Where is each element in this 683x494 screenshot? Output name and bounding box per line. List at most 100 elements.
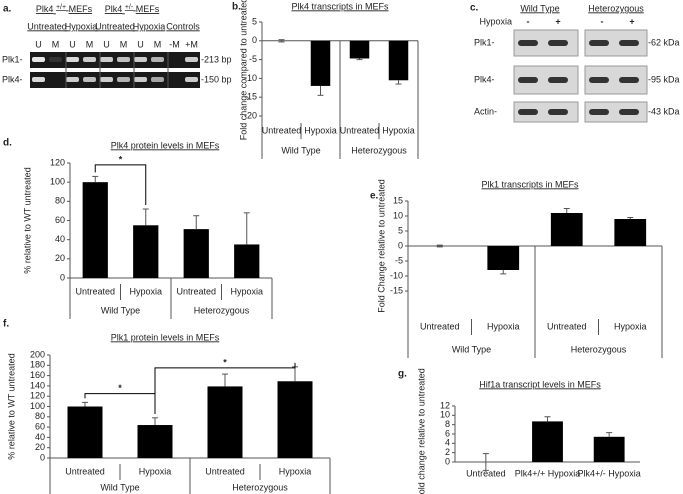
y-tick-label: 80 [55, 196, 65, 206]
band [49, 57, 62, 62]
y-tick-label: 0 [445, 456, 450, 466]
y-tick-label: 80 [35, 411, 45, 421]
panel-label: a. [3, 4, 12, 15]
y-tick-label: 4 [445, 438, 450, 448]
y-tick-label: 0 [398, 240, 403, 250]
bar [487, 246, 520, 270]
x-tick-label: Untreated [420, 321, 460, 331]
y-tick-label: 20 [55, 253, 65, 263]
blot [584, 101, 648, 123]
size-label: -213 bp [201, 54, 232, 64]
chart-title: Plk4 protein levels in MEFs [111, 140, 220, 150]
y-tick-label: -20 [244, 110, 257, 120]
lane-label: + [555, 16, 560, 26]
bar [310, 40, 331, 86]
lane-label: U [103, 39, 110, 49]
group-label: Heterozygous [351, 145, 407, 155]
suffix: MEFs [136, 4, 160, 14]
x-tick-label: Hypoxia [382, 125, 415, 135]
blot-band [619, 40, 639, 46]
band [185, 57, 198, 62]
band [100, 77, 113, 82]
band [32, 57, 45, 62]
y-tick-label: 2 [445, 447, 450, 457]
x-tick-label: Untreated [466, 468, 506, 478]
panel-label: f. [3, 319, 9, 330]
y-tick-label: 20 [35, 442, 45, 452]
size-label: -62 kDa [648, 37, 680, 47]
blot-c: c. Wild Type Heterozygous Hypoxia - + - … [470, 3, 680, 123]
size-label: -150 bp [201, 74, 232, 84]
band [83, 57, 96, 62]
band [66, 77, 79, 82]
y-tick-label: 180 [30, 360, 45, 370]
blot-band [548, 40, 568, 46]
x-tick-label: Untreated [176, 286, 216, 296]
bar [67, 406, 103, 458]
lane-label: -M [169, 39, 180, 49]
lane-label: +M [185, 39, 198, 49]
y-tick-label: -10 [244, 73, 257, 83]
y-tick-label: 0 [252, 35, 257, 45]
blot-band [548, 77, 568, 83]
bar [207, 386, 243, 458]
x-tick-label: Untreated [340, 125, 380, 135]
bar [532, 421, 563, 462]
y-axis-label: Fold change compared to untreated [238, 0, 248, 140]
size-label: -95 kDa [648, 74, 680, 84]
lane-label: - [527, 16, 530, 26]
y-tick-label: 12 [440, 400, 450, 410]
blot-group: Wild Type [520, 3, 559, 13]
y-tick-label: -15 [244, 92, 257, 102]
band [151, 57, 164, 62]
y-tick-label: 100 [50, 177, 65, 187]
x-tick-label: Untreated [75, 286, 115, 296]
panel-label: c. [470, 3, 479, 14]
annotation: * [223, 357, 227, 367]
band [117, 57, 130, 62]
lane-label: + [629, 16, 634, 26]
suffix: MEFs [69, 4, 93, 14]
band [100, 57, 113, 62]
band [134, 57, 147, 62]
x-tick-label: Plk4+/+ Hypoxia [515, 468, 581, 478]
size-label: -43 kDa [648, 106, 680, 116]
bar [277, 381, 313, 458]
row-label: Actin- [474, 106, 497, 116]
bar [593, 436, 625, 462]
blot-band [589, 77, 609, 83]
band [66, 57, 79, 62]
lane-group: Untreated [95, 21, 135, 31]
band [49, 77, 62, 82]
y-tick-label: 160 [30, 370, 45, 380]
y-tick-label: 60 [55, 215, 65, 225]
row-label: Plk1- [2, 54, 23, 64]
x-tick-label: Hypoxia [139, 466, 172, 476]
band [168, 57, 181, 62]
gene: Plk4 [36, 4, 54, 14]
y-tick-label: 5 [398, 225, 403, 235]
y-tick-label: 8 [445, 419, 450, 429]
panel-label: d. [3, 138, 12, 149]
y-tick-label: -5 [249, 54, 257, 64]
lane-label: U [69, 39, 76, 49]
panel-label: b. [232, 2, 241, 13]
lane-label: M [86, 39, 94, 49]
band [83, 77, 96, 82]
group-label: Wild Type [100, 482, 139, 492]
blot-band [589, 109, 609, 115]
lane-label: M [154, 39, 162, 49]
blot-band [619, 77, 639, 83]
x-tick-label: Hypoxia [129, 286, 162, 296]
group-label: Wild Type [452, 344, 491, 354]
group-label: Heterozygous [194, 305, 250, 315]
group-label: Wild Type [101, 305, 140, 315]
condition: Hypoxia [479, 16, 512, 26]
x-tick-label: Plk4+/- Hypoxia [578, 468, 641, 478]
gene: Plk4 [105, 4, 123, 14]
genotype: +/+ [56, 4, 66, 11]
x-tick-label: Hypoxia [304, 125, 337, 135]
y-tick-label: 100 [30, 401, 45, 411]
y-tick-label: 15 [393, 195, 403, 205]
